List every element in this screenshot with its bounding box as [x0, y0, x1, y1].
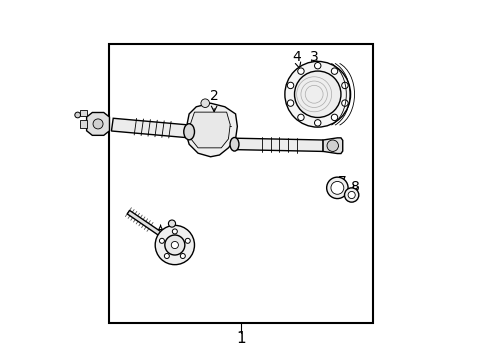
Polygon shape — [111, 118, 190, 138]
Circle shape — [297, 68, 304, 75]
Ellipse shape — [183, 124, 194, 140]
Circle shape — [331, 68, 337, 75]
Circle shape — [341, 82, 347, 89]
Circle shape — [164, 235, 184, 255]
Circle shape — [172, 229, 177, 234]
Circle shape — [326, 140, 338, 152]
Text: 5: 5 — [156, 225, 164, 242]
Circle shape — [314, 63, 320, 69]
Circle shape — [287, 100, 293, 106]
Circle shape — [155, 225, 194, 265]
Circle shape — [331, 114, 337, 121]
Circle shape — [297, 114, 304, 121]
Text: 3: 3 — [309, 50, 318, 67]
Text: 8: 8 — [350, 180, 359, 194]
Ellipse shape — [229, 138, 239, 151]
Text: 2: 2 — [209, 89, 218, 112]
Polygon shape — [235, 138, 323, 152]
Circle shape — [171, 242, 178, 249]
Circle shape — [344, 188, 358, 202]
Circle shape — [93, 119, 103, 129]
Circle shape — [201, 99, 209, 108]
Text: 1: 1 — [236, 331, 245, 346]
Polygon shape — [190, 112, 230, 148]
Circle shape — [285, 62, 350, 127]
Bar — [80, 110, 86, 116]
Circle shape — [168, 220, 175, 227]
Bar — [108, 44, 372, 323]
Circle shape — [330, 181, 343, 194]
Circle shape — [347, 192, 354, 199]
Circle shape — [164, 253, 169, 258]
Circle shape — [326, 177, 347, 199]
Polygon shape — [86, 112, 109, 135]
Circle shape — [294, 71, 340, 117]
Circle shape — [159, 238, 164, 243]
Text: 6: 6 — [166, 244, 175, 258]
Polygon shape — [185, 103, 237, 157]
Circle shape — [287, 82, 293, 89]
Circle shape — [180, 253, 185, 258]
Circle shape — [341, 100, 347, 106]
Polygon shape — [323, 138, 342, 154]
Circle shape — [314, 120, 320, 126]
Text: 4: 4 — [291, 50, 300, 69]
Circle shape — [185, 238, 190, 243]
Circle shape — [75, 112, 81, 118]
Bar — [80, 120, 86, 128]
Text: 7: 7 — [332, 175, 346, 189]
Polygon shape — [127, 210, 168, 241]
